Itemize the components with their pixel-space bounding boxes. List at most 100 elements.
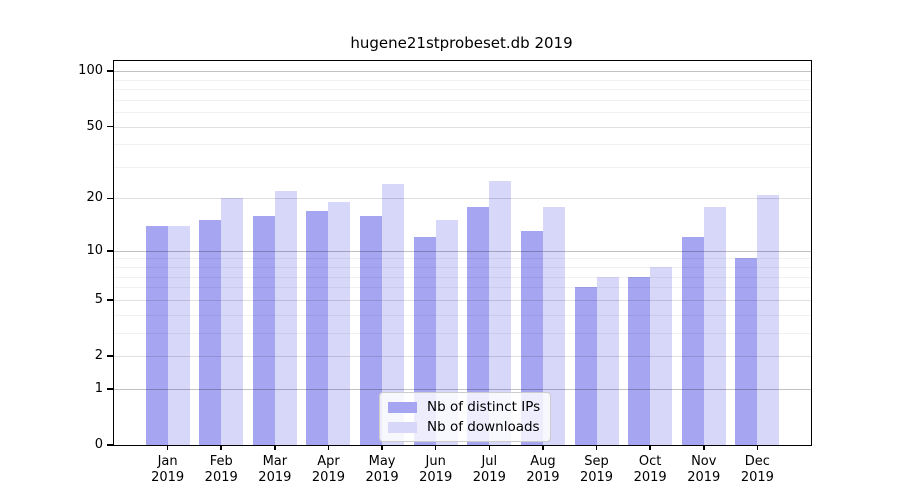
x-tick-label-dec: Dec 2019 bbox=[726, 454, 788, 486]
bar-layer bbox=[114, 61, 811, 445]
x-tick-feb bbox=[220, 445, 222, 450]
bar-nb-of-distinct-ips-jul bbox=[467, 206, 490, 445]
y-tick-10 bbox=[107, 250, 114, 252]
x-tick-label-jul: Jul 2019 bbox=[458, 454, 520, 486]
bar-nb-of-downloads-may bbox=[382, 184, 405, 445]
gridline-100 bbox=[114, 71, 811, 73]
gridline-70 bbox=[114, 99, 811, 101]
legend-swatch-downloads bbox=[388, 421, 417, 433]
y-tick-label-0: 0 bbox=[94, 437, 103, 452]
bar-nb-of-distinct-ips-jan bbox=[145, 225, 168, 445]
plot-area: 0 1 2 5 10 20 50 100 Jan 2019 Feb 2019 Mar 2019 Apr 201… bbox=[78, 60, 812, 485]
y-tick-label-50: 50 bbox=[86, 118, 103, 134]
gridline-30 bbox=[114, 166, 811, 168]
y-tick-label-2: 2 bbox=[94, 348, 103, 363]
x-tick-label-month-jan: Jan bbox=[157, 454, 178, 469]
legend-item-downloads: Nb of downloads bbox=[388, 419, 540, 435]
bar-nb-of-distinct-ips-nov bbox=[681, 237, 704, 445]
bar-nb-of-distinct-ips-aug bbox=[520, 231, 543, 445]
y-tick-100 bbox=[107, 70, 114, 72]
y-tick-5 bbox=[107, 299, 114, 301]
gridline-1 bbox=[114, 388, 811, 390]
bar-nb-of-downloads-jul bbox=[489, 181, 512, 445]
gridline-60 bbox=[114, 112, 811, 114]
bar-nb-of-downloads-jun bbox=[435, 220, 458, 445]
x-tick-dec bbox=[756, 445, 759, 450]
x-tick-label-month-may: May bbox=[368, 454, 396, 469]
gridline-10 bbox=[114, 250, 811, 252]
x-tick-label-nov: Nov 2019 bbox=[673, 454, 735, 486]
x-tick-label-year-dec: 2019 bbox=[740, 470, 774, 485]
bar-nb-of-downloads-sep bbox=[596, 276, 619, 445]
x-tick-label-oct: Oct 2019 bbox=[619, 454, 681, 486]
gridline-4 bbox=[114, 314, 811, 316]
gridline-80 bbox=[114, 89, 811, 91]
bar-nb-of-distinct-ips-mar bbox=[252, 215, 275, 445]
x-tick-label-month-sep: Sep bbox=[584, 454, 609, 469]
x-tick-jan bbox=[166, 445, 169, 450]
x-tick-jun bbox=[434, 445, 437, 450]
x-tick-label-may: May 2019 bbox=[351, 454, 413, 486]
gridline-9 bbox=[114, 258, 811, 260]
gridline-20 bbox=[114, 198, 811, 200]
x-tick-label-sep: Sep 2019 bbox=[566, 454, 628, 486]
x-tick-label-jun: Jun 2019 bbox=[405, 454, 467, 486]
x-tick-label-month-apr: Apr bbox=[317, 454, 340, 469]
x-tick-may bbox=[381, 445, 383, 450]
y-tick-label-100: 100 bbox=[78, 63, 103, 79]
x-tick-label-year-nov: 2019 bbox=[687, 470, 721, 485]
y-tick-label-20: 20 bbox=[86, 190, 103, 206]
legend-label-distinct-ips: Nb of distinct IPs bbox=[427, 399, 541, 415]
gridline-8 bbox=[114, 267, 811, 269]
x-tick-label-year-feb: 2019 bbox=[204, 470, 238, 485]
x-tick-label-month-nov: Nov bbox=[691, 454, 717, 469]
x-tick-label-month-feb: Feb bbox=[209, 454, 233, 469]
x-tick-label-month-jun: Jun bbox=[425, 454, 446, 469]
x-tick-label-year-oct: 2019 bbox=[633, 470, 667, 485]
x-tick-label-month-oct: Oct bbox=[638, 454, 662, 469]
x-tick-label-jan: Jan 2019 bbox=[137, 454, 199, 486]
bar-nb-of-distinct-ips-apr bbox=[306, 210, 329, 445]
x-tick-label-year-mar: 2019 bbox=[258, 470, 292, 485]
x-tick-label-year-jul: 2019 bbox=[472, 470, 506, 485]
x-tick-label-month-aug: Aug bbox=[530, 454, 556, 469]
x-tick-label-feb: Feb 2019 bbox=[190, 454, 252, 486]
x-tick-label-aug: Aug 2019 bbox=[512, 454, 574, 486]
legend: Nb of distinct IPs Nb of downloads bbox=[379, 392, 552, 442]
gridline-6 bbox=[114, 287, 811, 289]
y-tick-1 bbox=[107, 388, 114, 390]
x-tick-apr bbox=[327, 445, 330, 450]
bar-nb-of-downloads-apr bbox=[328, 202, 351, 445]
gridline-2 bbox=[114, 356, 811, 357]
x-tick-aug bbox=[542, 445, 544, 450]
bar-nb-of-distinct-ips-oct bbox=[628, 276, 651, 445]
y-tick-0 bbox=[107, 444, 114, 446]
bar-nb-of-downloads-oct bbox=[650, 267, 673, 445]
legend-swatch-distinct-ips bbox=[388, 401, 417, 413]
legend-label-downloads: Nb of downloads bbox=[427, 419, 540, 435]
x-tick-sep bbox=[595, 445, 598, 450]
bar-nb-of-distinct-ips-feb bbox=[199, 220, 222, 445]
x-tick-label-month-jul: Jul bbox=[481, 454, 498, 469]
x-tick-mar bbox=[274, 445, 276, 450]
gridline-40 bbox=[114, 144, 811, 146]
y-tick-20 bbox=[107, 197, 114, 200]
x-tick-label-year-aug: 2019 bbox=[526, 470, 560, 485]
bar-nb-of-downloads-mar bbox=[274, 191, 297, 445]
bar-nb-of-distinct-ips-may bbox=[360, 215, 383, 445]
y-tick-label-1: 1 bbox=[94, 380, 103, 396]
x-tick-label-year-jan: 2019 bbox=[151, 470, 185, 485]
x-tick-label-month-mar: Mar bbox=[262, 454, 288, 469]
gridline-50 bbox=[114, 126, 811, 128]
x-tick-label-mar: Mar 2019 bbox=[244, 454, 306, 486]
y-tick-label-5: 5 bbox=[94, 291, 103, 307]
y-tick-2 bbox=[107, 355, 114, 357]
y-tick-50 bbox=[107, 125, 114, 128]
gridline-90 bbox=[114, 79, 811, 81]
chart-title: hugene21stprobeset.db 2019 bbox=[350, 34, 573, 52]
gridline-3 bbox=[114, 332, 811, 334]
y-tick-label-10: 10 bbox=[86, 242, 103, 258]
x-tick-label-year-sep: 2019 bbox=[579, 470, 614, 485]
bar-nb-of-downloads-nov bbox=[703, 206, 726, 445]
